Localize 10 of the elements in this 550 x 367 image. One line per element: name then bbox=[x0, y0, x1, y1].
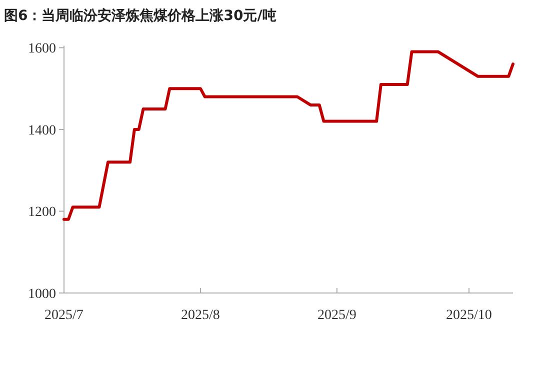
x-tick-label: 2025/8 bbox=[181, 308, 220, 323]
y-tick-label: 1400 bbox=[28, 123, 56, 138]
x-tick-label: 2025/9 bbox=[317, 308, 356, 323]
line-series bbox=[62, 50, 514, 221]
y-tick-label: 1000 bbox=[28, 287, 56, 302]
x-tick-label: 2025/7 bbox=[44, 308, 84, 323]
y-tick-label: 1200 bbox=[28, 205, 56, 220]
chart-title: 图6：当周临汾安泽炼焦煤价格上涨30元/吨 bbox=[4, 7, 276, 24]
x-tick-label: 2025/10 bbox=[446, 308, 492, 323]
y-tick-label: 1600 bbox=[28, 42, 56, 57]
